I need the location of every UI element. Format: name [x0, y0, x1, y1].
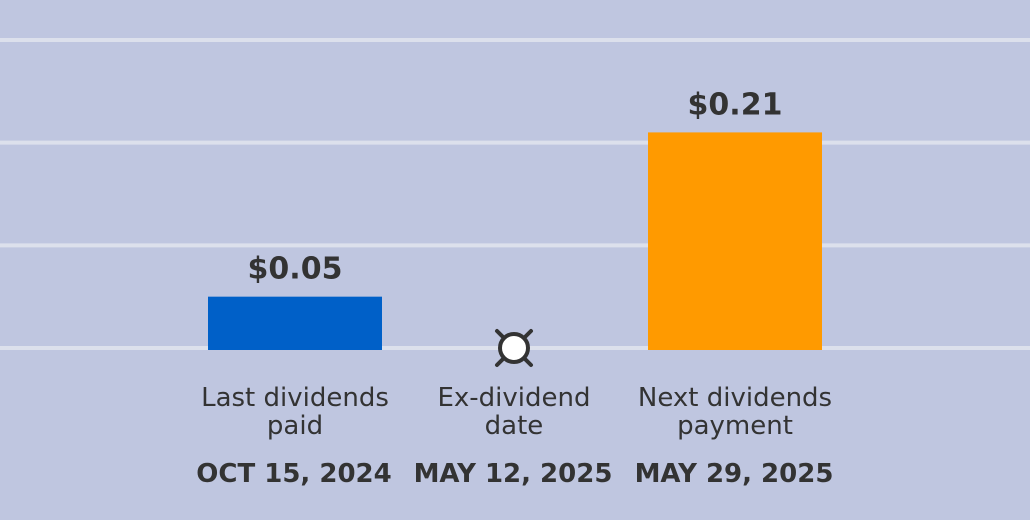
- category-label: Last dividends: [201, 383, 389, 413]
- bar-value-label: $0.21: [688, 87, 783, 122]
- category-label: date: [485, 411, 544, 441]
- bar-value-label: $0.05: [248, 252, 343, 287]
- category-label: paid: [267, 411, 323, 441]
- bar-0: [208, 296, 382, 350]
- bar-2: [648, 132, 822, 350]
- chart-marks: [208, 132, 822, 367]
- gridlines: [0, 38, 1030, 350]
- date-label: MAY 29, 2025: [635, 459, 834, 489]
- category-label: Ex-dividend: [437, 383, 590, 413]
- date-label: MAY 12, 2025: [414, 459, 613, 489]
- ex-dividend-marker-icon: [495, 329, 533, 367]
- category-label: payment: [677, 411, 793, 441]
- date-label: OCT 15, 2024: [196, 459, 391, 489]
- category-label: Next dividends: [638, 383, 832, 413]
